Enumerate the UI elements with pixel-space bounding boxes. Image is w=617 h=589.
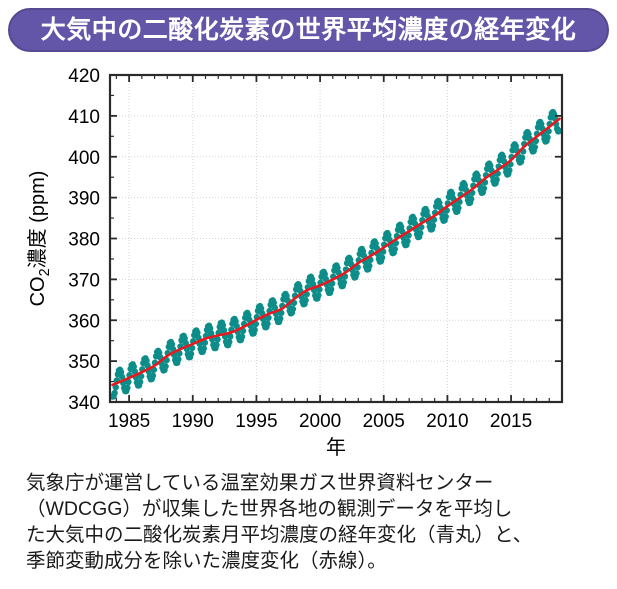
caption-line: （WDCGG）が収集した世界各地の観測データを平均し — [26, 498, 513, 520]
y-tick-label: 420 — [68, 66, 100, 87]
page-title: 大気中の二酸化炭素の世界平均濃度の経年変化 — [40, 15, 577, 44]
x-tick-label: 2015 — [490, 411, 532, 432]
title-banner: 大気中の二酸化炭素の世界平均濃度の経年変化 — [8, 8, 609, 52]
chart-ticks — [110, 74, 563, 403]
x-tick-label: 1985 — [108, 411, 150, 432]
caption-line: 気象庁が運営している温室効果ガス世界資料センター — [26, 472, 494, 494]
x-tick-label: 1995 — [235, 411, 277, 432]
co2-concentration-chart: 340 350 360 370 380 390 400 410 420 1985 1990 1995 2… — [0, 58, 617, 458]
figure-caption: 気象庁が運営している温室効果ガス世界資料センター （WDCGG）が収集した世界各… — [26, 470, 601, 574]
caption-line: た大気中の二酸化炭素月平均濃度の経年変化（青丸）と、 — [26, 524, 533, 546]
x-tick-label: 2005 — [363, 411, 405, 432]
x-axis-title: 年 — [326, 436, 346, 458]
chart-gridlines — [110, 75, 562, 402]
caption-line: 季節変動成分を除いた濃度変化（赤線）。 — [26, 550, 387, 572]
x-tick-label: 2010 — [426, 411, 468, 432]
chart-series — [110, 108, 562, 400]
y-axis-title: CO2濃度 (ppm) — [26, 171, 53, 307]
y-tick-label: 350 — [68, 352, 100, 373]
y-tick-label: 410 — [68, 107, 100, 128]
chart-tick-labels: 340 350 360 370 380 390 400 410 420 1985 1990 1995 2… — [68, 66, 532, 432]
y-tick-label: 400 — [68, 148, 100, 169]
y-tick-label: 370 — [68, 270, 100, 291]
chart-canvas: 340 350 360 370 380 390 400 410 420 1985 1990 1995 2… — [26, 66, 564, 458]
y-tick-label: 380 — [68, 230, 100, 251]
x-tick-label: 2000 — [299, 411, 341, 432]
x-tick-label: 1990 — [172, 411, 214, 432]
y-tick-label: 390 — [68, 189, 100, 210]
chart-axis-titles: 年 CO2濃度 (ppm) — [26, 171, 346, 458]
y-tick-label: 360 — [68, 311, 100, 332]
y-tick-label: 340 — [68, 393, 100, 414]
